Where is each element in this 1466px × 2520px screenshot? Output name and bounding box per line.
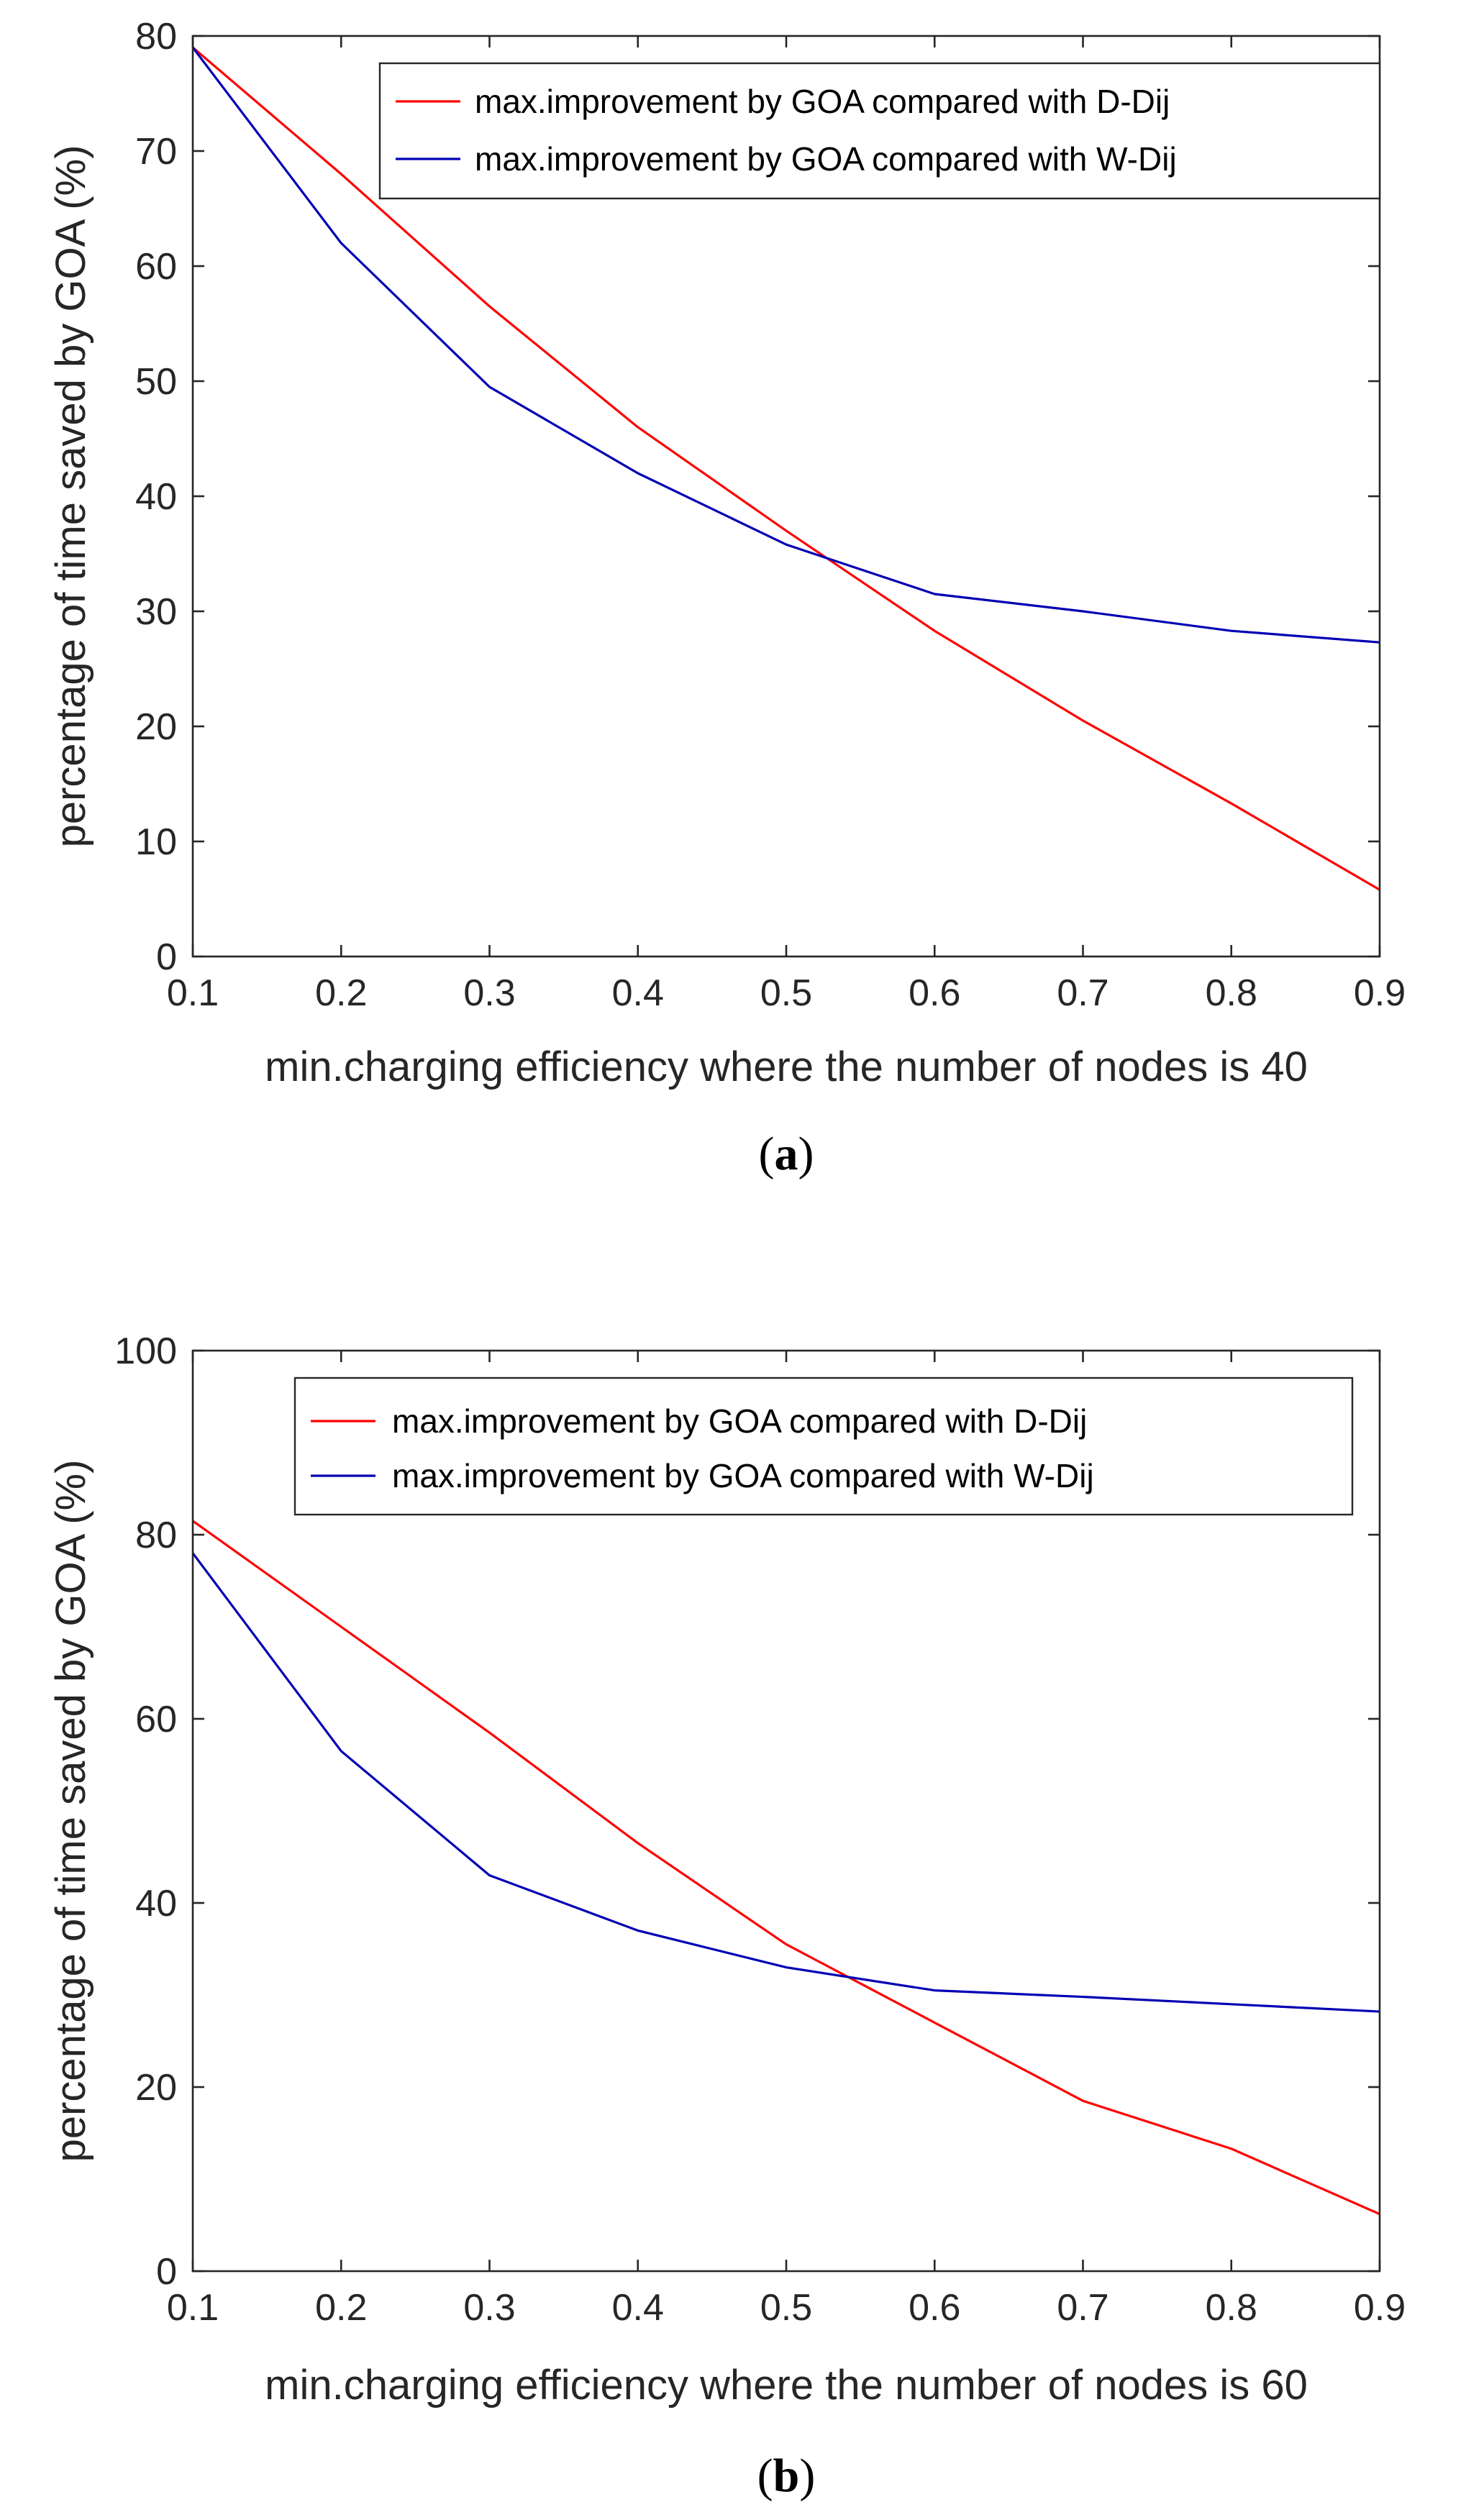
y-tick-label-a: 20	[135, 706, 177, 748]
x-tick-label-b: 0.2	[315, 2287, 367, 2329]
y-tick-label-b: 40	[135, 1883, 177, 1925]
y-tick-label-a: 10	[135, 821, 177, 863]
legend-label-w-dij-b: max.improvement by GOA compared with W-D…	[392, 1457, 1094, 1494]
legend-box-a	[378, 62, 1381, 200]
y-tick-label-a: 70	[135, 131, 177, 173]
caption-b: (b)	[757, 2450, 816, 2502]
x-tick-label-b: 0.9	[1354, 2287, 1406, 2329]
y-tick-label-a: 60	[135, 246, 177, 288]
legend-b: max.improvement by GOA compared with D-D…	[293, 1377, 1354, 1516]
y-tick-label-b: 60	[135, 1699, 177, 1740]
x-tick-label-a: 0.4	[612, 972, 664, 1014]
series-layer-b	[191, 1520, 1380, 2216]
chart-panel-b: 0.1 0.2 0.3 0.4 0.5 0.6 0.7 0.8 0.9020406080100 …	[47, 1330, 1406, 2502]
legend-label-w-dij-a: max.improvement by GOA compared with W-D…	[475, 140, 1177, 178]
y-tick-label-b: 100	[114, 1330, 177, 1372]
y-tick-label-a: 40	[135, 476, 177, 518]
x-tick-label-a: 0.5	[760, 972, 812, 1014]
x-tick-label-b: 0.5	[760, 2287, 812, 2329]
y-tick-label-a: 0	[156, 936, 177, 978]
x-tick-label-a: 0.2	[315, 972, 367, 1014]
x-axis-title-a: min.charging efficiency where the number…	[265, 1044, 1308, 1090]
series-line-d-dij-b	[192, 1520, 1380, 2216]
x-tick-label-b: 0.1	[167, 2287, 219, 2329]
ticks-b: 0.1 0.2 0.3 0.4 0.5 0.6 0.7 0.8 0.9 0 20 40 60 80 100	[114, 1330, 1406, 2329]
y-tick-label-b: 0	[156, 2251, 177, 2293]
y-tick-label-a: 30	[135, 591, 177, 633]
x-tick-label-b: 0.3	[463, 2287, 515, 2329]
x-tick-label-a: 0.9	[1354, 972, 1406, 1014]
x-tick-label-b: 0.4	[612, 2287, 664, 2329]
y-tick-label-b: 80	[135, 1515, 177, 1556]
y-axis-title-b: percentage of time saved by GOA (%)	[47, 1460, 94, 2163]
y-tick-label-b: 20	[135, 2067, 177, 2109]
x-tick-label-a: 0.3	[463, 972, 515, 1014]
caption-a: (a)	[759, 1128, 814, 1180]
series-layer-a	[191, 46, 1380, 891]
y-axis-title-a: percentage of time saved by GOA (%)	[47, 145, 94, 848]
x-tick-label-b: 0.7	[1057, 2287, 1108, 2329]
y-tick-label-a: 50	[135, 361, 177, 403]
x-tick-label-b: 0.8	[1206, 2287, 1257, 2329]
x-axis-title-b: min.charging efficiency where the number…	[265, 2362, 1308, 2409]
x-tick-label-a: 0.7	[1057, 972, 1108, 1014]
series-line-w-dij-a	[191, 47, 1380, 644]
y-tick-label-a: 80	[135, 16, 177, 58]
legend-a: max.improvement by GOA compared with D-D…	[378, 62, 1381, 200]
x-tick-label-a: 0.8	[1206, 972, 1257, 1014]
series-line-d-dij-a	[191, 46, 1380, 891]
x-tick-label-a: 0.1	[167, 972, 219, 1014]
x-tick-label-b: 0.6	[909, 2287, 960, 2329]
legend-box-b	[293, 1377, 1354, 1516]
legend-label-d-dij-b: max.improvement by GOA compared with D-D…	[392, 1402, 1087, 1440]
x-tick-label-a: 0.6	[909, 972, 960, 1014]
series-line-w-dij-b	[191, 1552, 1380, 2013]
ticks-a: 0.1 0.2 0.3 0.4 0.5 0.6 0.7 0.8 0.9 0 10 20 30 40 50 60…	[135, 16, 1406, 1014]
chart-panel-a: 0.1 0.2 0.3 0.4 0.5 0.6 0.7 0.8 0.9 0 10 20 30 40 50 60…	[47, 16, 1406, 1180]
legend-label-d-dij-a: max.improvement by GOA compared with D-D…	[475, 83, 1170, 120]
